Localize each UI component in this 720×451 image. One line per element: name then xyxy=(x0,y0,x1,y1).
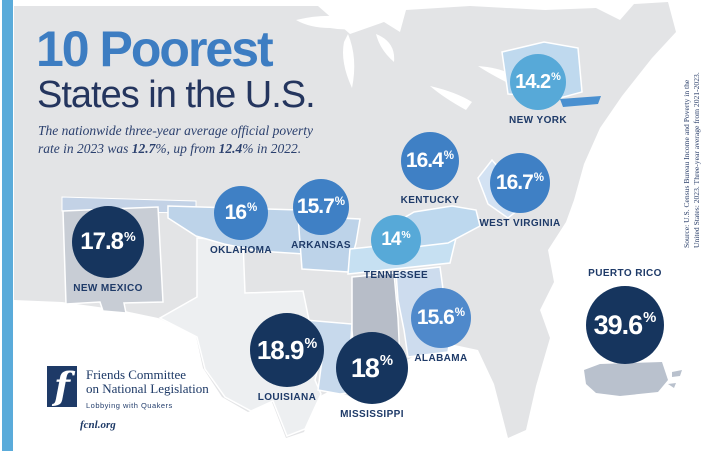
state-group-mississippi: 18% MISSISSIPPI xyxy=(302,332,442,420)
left-accent-stripe xyxy=(2,0,13,451)
fcnl-logo: f Friends Committee on National Legislat… xyxy=(47,366,209,410)
poverty-value: 16 xyxy=(224,201,247,224)
poverty-value: 39.6 xyxy=(593,309,644,340)
state-label-alabama: ALABAMA xyxy=(414,353,468,364)
poverty-bubble-oklahoma: 16% xyxy=(214,186,268,240)
poverty-bubble-kentucky: 16.4% xyxy=(401,132,459,190)
islet-shape-puerto-rico-small xyxy=(668,383,676,388)
state-label-kentucky: KENTUCKY xyxy=(400,195,460,206)
source-line1: Source: U.S. Census Bureau Income and Po… xyxy=(682,79,691,248)
poverty-bubble-puerto-rico: 39.6% xyxy=(586,286,664,364)
poverty-bubble-west-virginia: 16.7% xyxy=(490,153,550,213)
percent-sign: % xyxy=(247,201,258,214)
percent-sign: % xyxy=(123,228,136,244)
poverty-value: 16.4 xyxy=(405,149,444,172)
poverty-bubble-new-mexico: 17.8% xyxy=(72,206,144,278)
source-line2: United States: 2023. Three-year average … xyxy=(692,72,702,248)
poverty-bubble-louisiana: 18.9% xyxy=(250,313,324,387)
state-group-new-mexico: 17.8% NEW MEXICO xyxy=(38,206,178,294)
state-label-new-york: NEW YORK xyxy=(508,115,568,126)
state-label-louisiana: LOUISIANA xyxy=(257,392,317,403)
state-group-alabama: 15.6% ALABAMA xyxy=(371,288,511,364)
state-group-west-virginia: 16.7% WEST VIRGINIA xyxy=(450,153,590,229)
state-label-mississippi: MISSISSIPPI xyxy=(340,409,404,420)
poverty-value: 18.9 xyxy=(256,334,305,365)
subtitle-line2: rate in 2023 was 12.7%, up from 12.4% in… xyxy=(38,140,302,156)
poverty-bubble-tennessee: 14% xyxy=(371,215,421,265)
state-group-arkansas: 15.7% ARKANSAS xyxy=(251,179,391,251)
state-group-kentucky: 16.4% KENTUCKY xyxy=(360,132,500,206)
state-group-puerto-rico: PUERTO RICO 39.6% xyxy=(555,268,695,364)
lake-michigan-shape xyxy=(343,34,355,88)
state-label-new-mexico: NEW MEXICO xyxy=(73,283,143,294)
poverty-bubble-arkansas: 15.7% xyxy=(293,179,349,235)
poverty-bubble-alabama: 15.6% xyxy=(411,288,471,348)
state-shape-long-island xyxy=(560,96,601,107)
percent-sign: % xyxy=(643,310,657,327)
logo-tagline: Lobbying with Quakers xyxy=(86,400,173,410)
poverty-value: 16.7 xyxy=(495,171,534,194)
percent-sign: % xyxy=(454,306,466,319)
state-label-arkansas: ARKANSAS xyxy=(291,240,351,251)
state-label-tennessee: TENNESSEE xyxy=(363,270,429,281)
poverty-bubble-mississippi: 18% xyxy=(336,332,408,404)
poverty-value: 17.8 xyxy=(80,228,124,255)
percent-sign: % xyxy=(379,353,394,370)
percent-sign: % xyxy=(533,171,545,184)
percent-sign: % xyxy=(304,335,318,352)
percent-sign: % xyxy=(401,229,411,241)
fcnl-logo-icon: f xyxy=(47,366,77,407)
lake-erie-shape xyxy=(430,86,472,110)
poverty-value: 14 xyxy=(381,229,401,250)
poverty-value: 15.6 xyxy=(416,306,455,329)
poverty-bubble-new-york: 14.2% xyxy=(510,54,566,110)
subtitle-line1: The nationwide three-year average offici… xyxy=(38,123,314,138)
islet-shape-puerto-rico-east xyxy=(672,370,682,377)
fcnl-website: fcnl.org xyxy=(80,419,116,431)
state-group-new-york: 14.2% NEW YORK xyxy=(468,54,608,126)
percent-sign: % xyxy=(334,195,346,208)
lake-superior-shape xyxy=(296,15,374,30)
page-title-line1: 10 Poorest xyxy=(36,21,274,77)
lake-huron-shape xyxy=(376,34,395,62)
poverty-value: 14.2 xyxy=(515,70,551,93)
source-citation: Source: U.S. Census Bureau Income and Po… xyxy=(682,14,703,248)
poverty-value: 18 xyxy=(350,352,380,383)
logo-name-line1: Friends Committee xyxy=(86,367,187,382)
state-label-west-virginia: WEST VIRGINIA xyxy=(479,218,561,229)
state-label-puerto-rico: PUERTO RICO xyxy=(588,268,662,279)
logo-name-line2: on National Legislation xyxy=(86,380,209,396)
state-group-tennessee: 14% TENNESSEE xyxy=(326,215,466,281)
state-group-oklahoma: 16% OKLAHOMA xyxy=(171,186,311,256)
fcnl-logo-text: Friends Committee on National Legislatio… xyxy=(86,366,209,410)
subtitle: The nationwide three-year average offici… xyxy=(38,122,368,158)
island-shape-puerto-rico xyxy=(584,362,668,396)
poverty-value: 15.7 xyxy=(296,195,335,218)
state-group-louisiana: 18.9% LOUISIANA xyxy=(217,313,357,403)
page-title-line2: States in the U.S. xyxy=(37,74,316,116)
state-label-oklahoma: OKLAHOMA xyxy=(209,245,273,256)
lake-ontario-shape xyxy=(478,66,514,84)
percent-sign: % xyxy=(443,149,455,162)
percent-sign: % xyxy=(551,71,561,84)
